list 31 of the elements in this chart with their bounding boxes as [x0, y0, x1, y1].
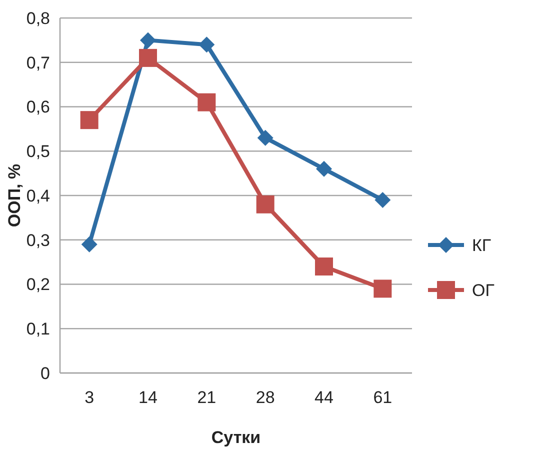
point: [140, 32, 156, 48]
x-axis-title: Сутки: [211, 428, 261, 447]
x-tick-label: 14: [138, 388, 158, 407]
x-tick-label: 3: [84, 388, 94, 407]
y-axis-title: ООП, %: [5, 164, 24, 228]
y-tick-label: 0,2: [26, 275, 50, 294]
x-tick-label: 21: [197, 388, 216, 407]
point: [315, 258, 333, 276]
legend-label: ОГ: [472, 280, 494, 300]
y-tick-label: 0: [40, 364, 50, 383]
y-tick-label: 0,6: [26, 98, 50, 117]
point: [139, 48, 157, 67]
legend-label: КГ: [472, 236, 492, 255]
point: [256, 195, 274, 214]
point: [198, 36, 215, 53]
y-tick-label: 0,3: [26, 230, 50, 250]
y-tick-label: 0,7: [26, 53, 50, 72]
y-tick-label: 0,5: [26, 142, 50, 162]
y-tick-label: 0,8: [26, 8, 50, 28]
point: [80, 111, 98, 130]
point: [257, 130, 274, 146]
point: [81, 236, 98, 252]
point: [316, 160, 332, 177]
point: [374, 280, 392, 298]
y-tick-label: 0,4: [26, 186, 50, 206]
x-tick-label: 44: [314, 388, 334, 407]
x-tick-label: 28: [256, 388, 275, 407]
x-tick-label: 61: [373, 388, 392, 407]
y-tick-label: 0,1: [26, 320, 50, 339]
point: [198, 93, 216, 112]
point: [374, 192, 391, 208]
